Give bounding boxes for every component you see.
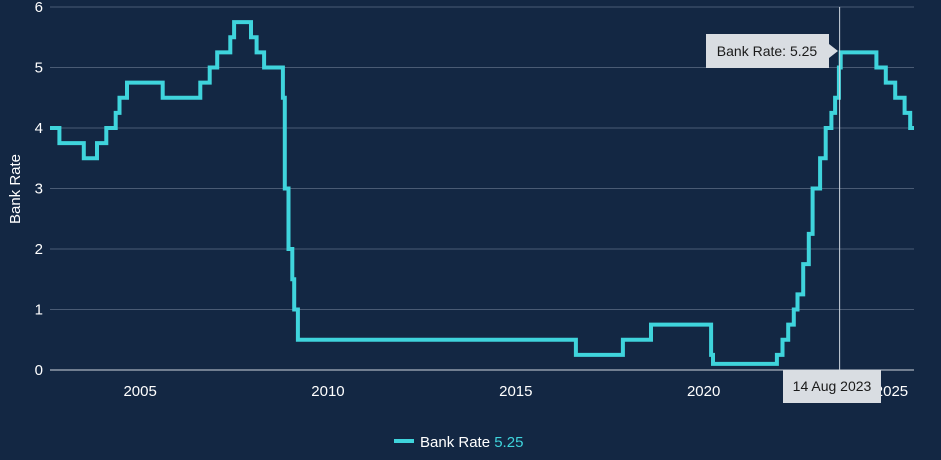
legend-label: Bank Rate 5.25	[420, 434, 523, 451]
legend-series-value: 5.25	[494, 434, 523, 451]
date-label-box	[783, 370, 881, 403]
x-tick-2020: 2020	[687, 383, 720, 400]
x-tick-2005: 2005	[123, 383, 156, 400]
hover-date-label: 14 Aug 2023	[783, 370, 881, 403]
tooltip-text: Bank Rate: 5.25	[717, 43, 818, 59]
y-tick-4: 4	[35, 120, 43, 137]
x-tick-2025: 2025	[875, 383, 908, 400]
date-label-text: 14 Aug 2023	[793, 378, 872, 394]
x-tick-2015: 2015	[499, 383, 532, 400]
bank-rate-series-line[interactable]	[50, 20, 914, 366]
legend[interactable]: Bank Rate 5.25	[394, 434, 523, 451]
x-tick-2010: 2010	[311, 383, 344, 400]
y-tick-0: 0	[35, 362, 43, 379]
tooltip-box	[706, 34, 829, 68]
y-tick-5: 5	[35, 60, 43, 77]
x-axis-ticks: 2005 2010 2015 2020 2025	[123, 383, 908, 400]
hover-tooltip: Bank Rate: 5.25	[706, 34, 838, 68]
y-axis-label: Bank Rate	[7, 154, 24, 224]
y-tick-3: 3	[35, 181, 43, 198]
y-tick-6: 6	[35, 0, 43, 16]
gridlines	[50, 6, 914, 310]
y-tick-2: 2	[35, 241, 43, 258]
tooltip-arrow	[829, 44, 838, 58]
y-axis-ticks: 0 1 2 3 4 5 6	[35, 0, 43, 379]
legend-series-name: Bank Rate	[420, 434, 490, 451]
y-tick-1: 1	[35, 302, 43, 319]
